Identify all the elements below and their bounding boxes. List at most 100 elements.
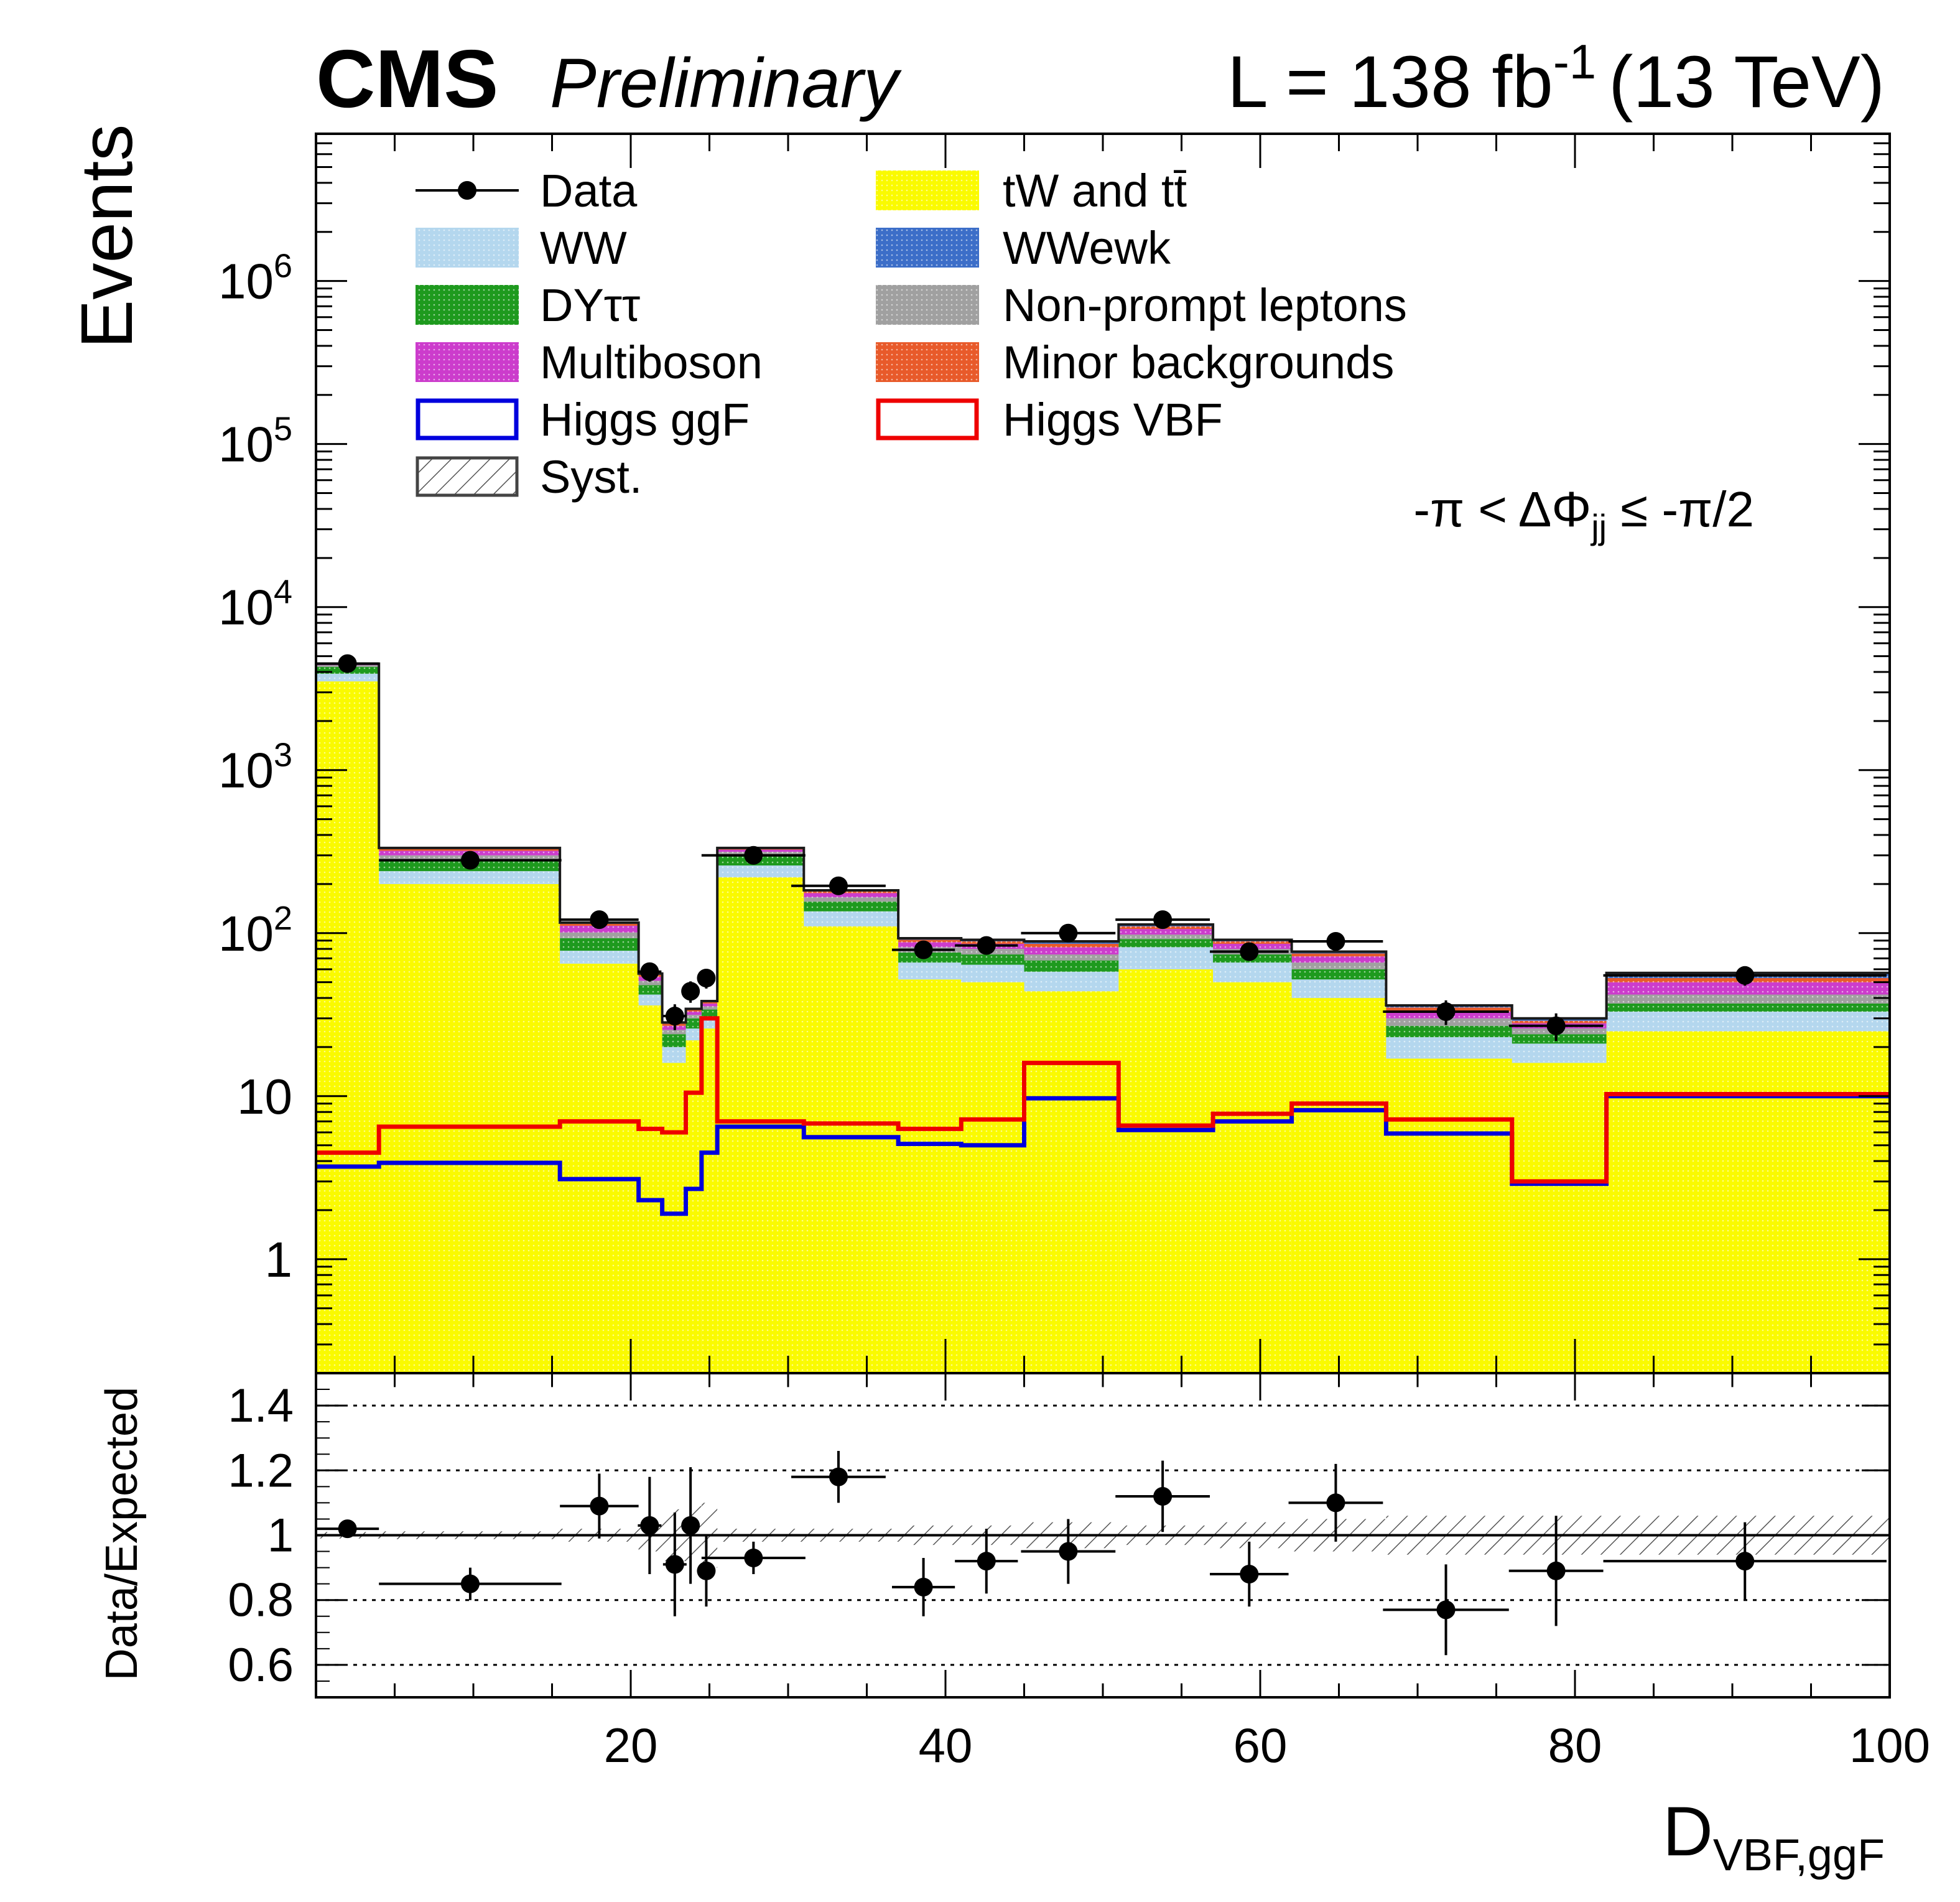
stack-bar-texture-multiboson-14 [1291,956,1386,963]
region-annotation: -π < ΔΦjj ≤ -π/2 [1413,482,1754,546]
stack-bar-texture-top-13 [1213,982,1292,1373]
stack-bar-texture-multiboson-2 [560,925,639,933]
legend-label-minor: Minor backgrounds [1003,337,1394,388]
stack-bar-texture-dy-14 [1291,969,1386,980]
stack-bar-texture-nonprompt-12 [1118,935,1214,939]
legend-swatch-texture-top [876,170,979,210]
y-tick-label-exp-3: 3 [274,737,292,774]
stack-bar-texture-minor-1 [379,849,560,851]
legend-label-ggf: Higgs ggF [540,394,750,445]
ratio-point-12 [1153,1486,1173,1506]
x-axis-title-main: D [1663,1792,1713,1870]
ratio-y-tick-label-0.6: 0.6 [228,1639,294,1692]
stack-bar-texture-dy-2 [560,938,639,951]
stack-bar-texture-top-15 [1386,1058,1512,1373]
stack-bar-texture-top-5 [685,1040,702,1373]
stack-bar-texture-multiboson-8 [804,893,899,898]
ratio-point-3 [640,1516,659,1535]
stack-bar-texture-multiboson-17 [1606,982,1890,995]
ratio-syst-band [316,1503,1890,1568]
stack-bar-texture-dy-10 [961,954,1024,965]
stack-bar-texture-ww-10 [961,964,1024,982]
ratio-point-2 [590,1496,609,1516]
ratio-y-axis-title: Data/Expected [97,1387,147,1681]
stack-bar-texture-ww-14 [1291,979,1386,999]
stack-bar-texture-nonprompt-2 [560,932,639,939]
legend-label-nonprompt: Non-prompt leptons [1003,279,1407,331]
data-point-1 [460,851,480,870]
main-signal-layer [316,1016,1890,1216]
y-tick-label-exp-5: 5 [274,411,292,448]
data-point-5 [681,982,700,1001]
stack-bar-texture-dy-17 [1606,1003,1890,1012]
stack-bar-texture-dy-9 [898,953,962,963]
y-axis-title: Events [66,124,148,349]
data-point-11 [1059,923,1078,943]
legend-swatch-texture-nonprompt [876,285,979,325]
region-annotation-tail: ≤ -π/2 [1607,482,1754,537]
y-tick-label-base-6: 10 [218,254,274,309]
stack-bar-texture-ww-9 [898,963,962,980]
x-tick-label-80: 80 [1548,1718,1602,1773]
stack-bar-texture-ww-6 [701,1018,718,1029]
stack-bar-texture-ww-16 [1512,1043,1607,1063]
stack-bar-texture-ww-0 [316,673,379,682]
stack-bar-texture-ww-13 [1213,963,1292,982]
ratio-point-1 [460,1574,480,1593]
main-stack-layer [315,662,1891,1373]
energy-label: (13 TeV) [1609,41,1885,123]
data-point-7 [744,846,763,865]
data-point-12 [1153,910,1173,930]
stack-bar-texture-nonprompt-15 [1386,1018,1512,1026]
stack-bar-texture-top-16 [1512,1063,1607,1373]
ratio-y-tick-label-1: 1 [267,1509,294,1562]
stack-bar-texture-top-0 [316,681,379,1373]
stack-bar-texture-dy-11 [1024,960,1119,972]
stack-bar-texture-top-3 [638,1005,662,1373]
legend: Data tW and tt̄ WW WWewk DYττ Non-prompt lept… [416,165,1407,503]
legend-swatch-texture-wwewk [876,228,979,268]
stack-bar-texture-top-9 [898,979,962,1373]
stack-bar-texture-top-6 [701,1028,718,1373]
legend-swatch-vbf [876,398,979,441]
luminosity-prefix: L = 138 fb [1227,41,1553,123]
y-tick-label-base-2: 10 [218,906,274,961]
stack-bar-texture-minor-14 [1291,953,1386,957]
stack-bar-texture-ww-5 [685,1028,702,1041]
y-tick-label-6: 106 [218,248,292,309]
y-tick-label-exp-4: 4 [274,574,292,611]
stack-bar-texture-top-11 [1024,991,1119,1373]
data-point-17 [1735,966,1755,985]
ratio-point-5 [681,1516,700,1535]
data-point-9 [914,940,933,959]
legend-swatch-texture-minor [876,342,979,382]
stack-bar-texture-multiboson-11 [1024,947,1119,955]
ratio-point-9 [914,1577,933,1597]
stack-bar-texture-multiboson-12 [1118,929,1214,935]
x-axis-title: DVBF,ggF [1663,1792,1885,1880]
x-tick-label-40: 40 [919,1718,973,1773]
data-point-16 [1546,1016,1566,1035]
stack-bar-texture-dy-5 [685,1018,702,1029]
y-tick-label-3: 103 [218,737,292,798]
ratio-data-layer [316,1451,1887,1656]
stack-bar-texture-minor-5 [685,1010,702,1012]
y-tick-label-base-5: 10 [218,417,274,472]
stack-bar-texture-dy-12 [1118,939,1214,948]
stack-bar-texture-top-17 [1606,1031,1890,1373]
stack-bar-texture-nonprompt-4 [662,1030,686,1035]
y-tick-label-base-4: 10 [218,580,274,635]
y-tick-label-base-3: 10 [218,743,274,798]
stack-bar-texture-nonprompt-17 [1606,994,1890,1004]
ratio-point-13 [1240,1565,1259,1584]
legend-swatch-texture-ww [416,228,519,268]
stack-bar-texture-nonprompt-11 [1024,954,1119,961]
x-tick-label-60: 60 [1233,1718,1288,1773]
stack-bar-texture-ww-12 [1118,947,1214,969]
ratio-point-16 [1546,1561,1566,1580]
legend-swatch-texture-multiboson [416,342,519,382]
stack-bar-texture-nonprompt-3 [638,981,662,986]
stack-bar-texture-minor-8 [804,891,899,893]
data-point-8 [829,876,848,895]
